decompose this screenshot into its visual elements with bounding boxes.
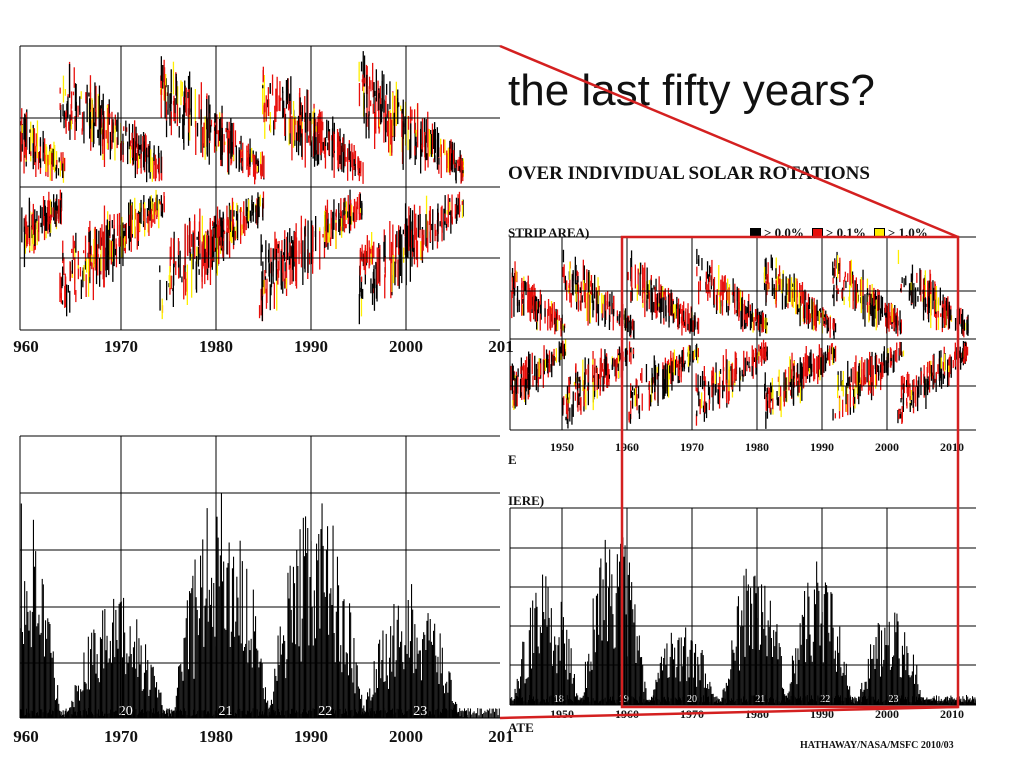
butterfly-full-tick-label: 1980 [745,440,769,454]
area-zoomed-frame [19,435,500,719]
area-zoomed-cycle-label: 23 [413,704,427,719]
butterfly-full-tick-label: 2010 [940,440,964,454]
area-full-cycle-2 [643,627,722,705]
butterfly-zoomed-tick-label: 1980 [199,337,233,356]
zoom-highlight [499,44,960,720]
butterfly-zoomed-tick-label: 1990 [294,337,328,356]
butterfly-full-wing-cycle-2 [627,250,700,424]
butterfly-zoomed-frame [19,45,500,331]
area-full-cycle-label: 18 [554,694,564,705]
area-zoomed-cycle-4 [353,584,469,718]
area-zoomed-tick-label: 1970 [104,727,138,746]
butterfly-full-tick-label: 1950 [550,440,574,454]
area-full-tick-label: 2010 [940,707,964,721]
area-zoomed-cycle-label: 22 [318,704,332,719]
butterfly-full-wing-cycle-3 [695,248,768,426]
butterfly-zoomed-wing-cycle-0 [20,108,66,268]
zoom-highlight-box [620,235,960,709]
area-zoomed-cycle-label: 20 [119,704,133,719]
butterfly-zoomed-tick-label: 201 [488,337,514,356]
butterfly-full-tick-label: 1960 [615,440,639,454]
area-full-cycle-label: 21 [755,694,765,705]
area-zoomed-vgrid [120,436,407,718]
area-full-cycle-1 [575,532,654,705]
area-full-cycle-0 [510,574,585,705]
area-zoomed-cycle-labels: 20 21 22 23 [119,704,428,719]
butterfly-zoomed-x-ticks: 960 1970 1980 1990 2000 201 [13,337,514,356]
area-zoomed-cycle-1 [59,597,174,718]
area-full-frame [509,507,976,706]
area-zoomed-tick-label: 201 [488,727,514,746]
butterfly-full-vgrid [561,237,888,430]
area-zoomed-tick-label: 960 [13,727,39,746]
area-full-cycle-label: 22 [820,694,830,705]
area-zoomed-marks [20,493,500,718]
area-full-cycle-label: 23 [889,694,899,705]
butterfly-full-wing-cycle-4 [763,254,837,429]
butterfly-full-tick-label: 1990 [810,440,834,454]
axis-fragment-date-2: ATE [508,720,534,735]
area-full-tick-label: 1980 [745,707,769,721]
area-zoomed-tick-label: 1990 [294,727,328,746]
area-full-cycle-3 [714,568,793,705]
area-zoomed-cycle-3 [258,503,374,718]
area-full-vgrid [561,508,888,705]
area-full-baseline [510,695,976,705]
butterfly-zoomed-vgrid [120,46,407,330]
area-full-cycle-5 [851,612,930,705]
area-zoomed-tick-label: 2000 [389,727,423,746]
butterfly-zoomed-marks [20,51,464,325]
area-full-tick-label: 1950 [550,707,574,721]
butterfly-full-wing-cycle-0 [510,261,567,410]
area-full-cycle-label: 19 [619,694,629,705]
area-zoomed-x-ticks: 960 1970 1980 1990 2000 201 [13,727,514,746]
area-zoomed-tick-label: 1980 [199,727,233,746]
butterfly-full-tick-label: 2000 [875,440,899,454]
butterfly-zoomed-wing-cycle-3 [258,66,364,322]
butterfly-zoomed-tick-label: 1970 [104,337,138,356]
butterfly-full-tick-label: 1970 [680,440,704,454]
zoom-connector-bottom [499,705,959,720]
area-zoomed-cycle-label: 21 [219,704,233,719]
axis-fragment-hemisphere: IERE) [508,493,545,508]
zoom-connector-top [499,44,959,239]
axis-fragment-date: E [508,452,517,467]
butterfly-zoomed-tick-label: 2000 [389,337,423,356]
area-full-cycle-4 [779,561,858,705]
area-zoomed-cycle-0 [20,503,70,718]
figure-credit: HATHAWAY/NASA/MSFC 2010/03 [800,740,954,751]
figure-title: OVER INDIVIDUAL SOLAR ROTATIONS [508,163,870,184]
figure-subtitle: STRIP AREA) [508,225,590,240]
area-zoomed-cycle-2 [163,493,279,718]
butterfly-zoomed-wing-cycle-4 [358,51,464,325]
area-full-tick-label: 2000 [875,707,899,721]
butterfly-zoomed-tick-label: 960 [13,337,39,356]
butterfly-zoomed-wing-cycle-1 [59,61,165,317]
butterfly-zoomed-wing-cycle-2 [159,56,265,320]
butterfly-full-wing-cycle-5 [832,251,905,421]
area-full-marks [510,532,976,705]
butterfly-full-x-ticks: 1950 1960 1970 1980 1990 2000 2010 [550,440,964,454]
